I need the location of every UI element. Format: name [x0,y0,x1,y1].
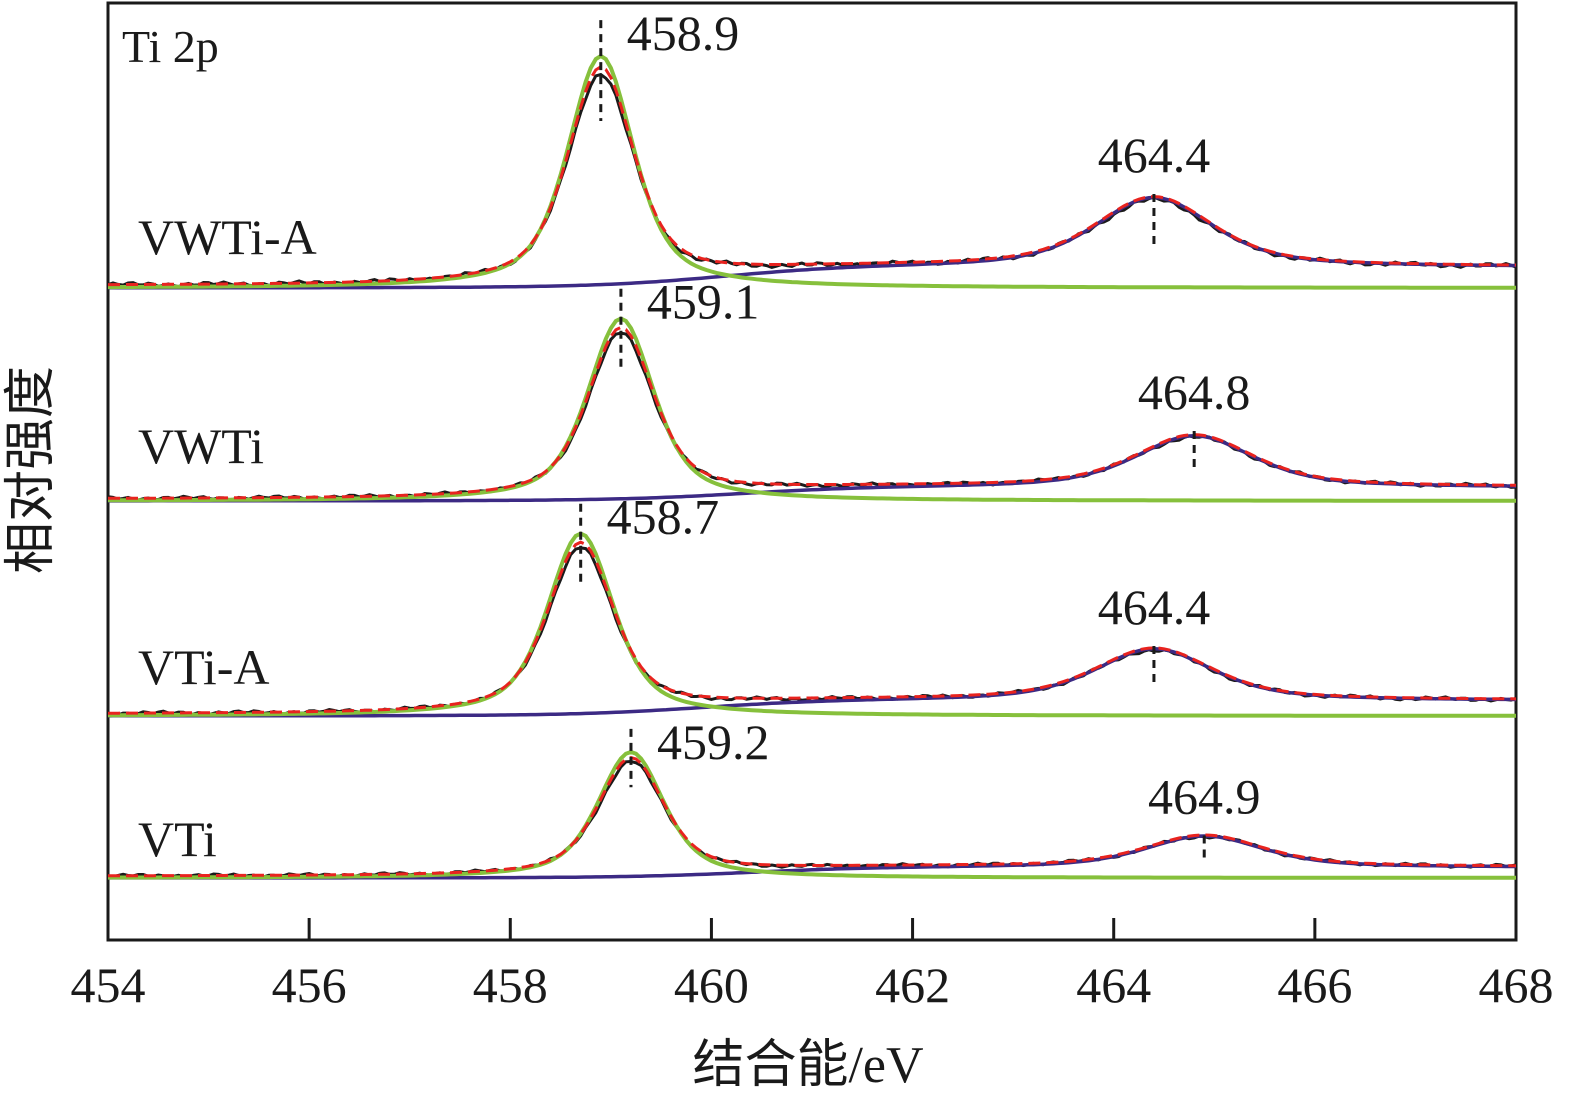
x-tick-label-456: 456 [272,957,347,1013]
curves-layer [107,53,1517,880]
ti-2p3-fit-curve-vwti [108,316,1516,503]
x-axis-title: 结合能/eV [692,1037,923,1094]
peak-label-vti-2: 464.9 [1148,768,1261,824]
peak-label-vwti-1: 459.1 [647,274,760,330]
plot-frame [106,1,1518,942]
peak-label-vti-a-1: 458.7 [607,489,720,545]
ti-2p1-fit-curve-vwti-a [108,195,1516,290]
sample-label-vwti-a: VWTi-A [138,209,317,265]
x-tick-label-468: 468 [1479,957,1554,1013]
peak-label-vwti-a-2: 464.4 [1098,127,1211,183]
fit-envelope-curve-vti-a [108,540,1517,715]
x-tick-label-464: 464 [1076,957,1151,1013]
sample-label-vwti: VWTi [138,418,264,474]
ti-2p3-fit-curve-vti [107,749,1516,880]
sample-label-vti-a: VTi-A [138,639,270,695]
x-tick-label-458: 458 [473,957,548,1013]
fit-envelope-curve-vti [107,756,1516,878]
ti-2p1-fit-curve-vti-a [107,647,1517,718]
ti-2p3-fit-curve-vti-a [108,531,1516,718]
y-axis-title: 相对强度 [3,366,60,574]
x-tick-label-454: 454 [71,957,146,1013]
ti-2p1-fit-curve-vwti [108,433,1517,503]
ti-2p1-fit-curve-vti [108,834,1516,880]
peak-label-vti-1: 459.2 [657,714,770,770]
measured-curve-vwti-a [107,72,1517,289]
peak-label-vwti-2: 464.8 [1138,364,1251,420]
x-tick-label-460: 460 [674,957,749,1013]
peak-label-vwti-a-1: 458.9 [627,5,740,61]
labels-layer: 458.9 464.4 VWTi-A 459.1 464.8 VWTi 458.7 464.4… [138,5,1260,867]
x-tick-label-462: 462 [875,957,950,1013]
peak-label-vti-a-2: 464.4 [1098,579,1211,635]
peak-markers [579,20,1206,861]
sample-label-vti: VTi [138,811,217,867]
fit-envelope-curve-vwti [108,325,1517,500]
fit-envelope-curve-vwti-a [108,65,1516,287]
element-label: Ti 2p [122,21,219,72]
x-axis-ticks: 454 456 458 460 462 464 466 468 [71,918,1554,1013]
ti-2p3-fit-curve-vwti-a [108,53,1516,290]
x-tick-label-466: 466 [1277,957,1352,1013]
measured-curve-vti-a [107,546,1517,717]
